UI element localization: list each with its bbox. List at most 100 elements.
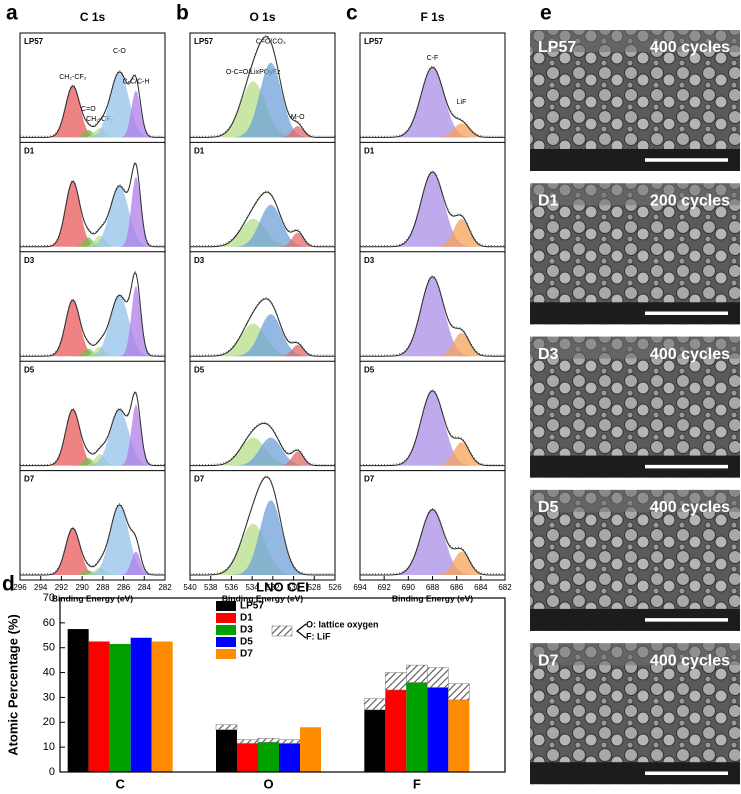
peak-fit — [360, 276, 505, 357]
sem-substrate — [530, 762, 740, 785]
bar — [88, 641, 110, 772]
raw-points — [190, 475, 335, 575]
sample-label: D5 — [364, 365, 375, 374]
sem-image — [530, 30, 740, 171]
envelope — [190, 422, 335, 467]
legend-bracket — [296, 623, 307, 639]
sem-image — [530, 643, 740, 785]
envelope — [20, 271, 165, 357]
peak-label: C=O — [81, 106, 96, 113]
sample-label: LP57 — [194, 37, 214, 46]
x-tick-label: 536 — [225, 583, 239, 592]
x-tick-label: 284 — [138, 583, 152, 592]
x-tick-label: 538 — [204, 583, 218, 592]
x-tick-label: 694 — [353, 583, 367, 592]
envelope — [190, 191, 335, 248]
image-cycles: 400 cycles — [650, 652, 730, 669]
sem-bg — [530, 643, 740, 666]
sample-label: D3 — [194, 256, 205, 265]
x-tick-label: 296 — [13, 583, 27, 592]
plot-frame — [189, 32, 336, 581]
peak-label: O-C=O/LixPOyFz — [226, 69, 281, 76]
legend-label: D7 — [240, 649, 253, 660]
peak-fit — [360, 442, 505, 466]
peak-fit — [360, 123, 505, 138]
peak-fit — [360, 218, 505, 247]
peak-fit — [360, 332, 505, 357]
peak-fit — [190, 126, 335, 138]
x-tick-label: 526 — [328, 583, 342, 592]
y-tick-label: 70 — [43, 592, 55, 604]
raw-points — [190, 35, 335, 137]
peak-label: CH₂-CF₂ — [59, 74, 86, 81]
peak-fit — [360, 390, 505, 466]
bar — [216, 729, 237, 772]
peak-fit — [20, 504, 165, 575]
hatched-bar — [448, 683, 470, 701]
panel-title: F 1s — [420, 10, 444, 24]
image-sample: D3 — [538, 346, 559, 363]
bar — [385, 689, 407, 772]
peak-fit — [20, 348, 165, 357]
bar — [237, 743, 258, 772]
peak-fit — [20, 176, 165, 247]
image-sample: D5 — [538, 499, 559, 516]
hatched-bar — [236, 739, 259, 744]
sem-bg — [530, 30, 740, 52]
peak-fit — [190, 500, 335, 575]
image-sample: D7 — [538, 652, 559, 669]
sample-label: LP57 — [24, 37, 44, 46]
sample-label: D1 — [24, 147, 35, 156]
legend-label: F: LiF — [306, 631, 331, 641]
sample-label: D3 — [24, 256, 35, 265]
bar — [258, 742, 279, 772]
x-tick-label: 532 — [266, 583, 280, 592]
peak-label: C-C/C-H — [123, 79, 150, 86]
peak-fit — [20, 528, 165, 575]
peak-label: M-O — [291, 114, 305, 121]
raw-points — [360, 170, 505, 246]
peak-fit — [20, 235, 165, 247]
legend-swatch — [216, 601, 236, 611]
legend-label: D3 — [240, 625, 253, 636]
x-tick-label: 292 — [55, 583, 69, 592]
x-tick-label: 690 — [402, 583, 416, 592]
envelope — [190, 298, 335, 357]
peak-fit — [360, 67, 505, 138]
legend-swatch — [216, 637, 236, 647]
x-tick-label: 286 — [117, 583, 131, 592]
x-tick-label: C — [115, 776, 125, 791]
y-tick-label: 30 — [43, 691, 55, 703]
peak-fit — [20, 551, 165, 575]
peak-fit — [20, 90, 165, 138]
legend-swatch — [216, 625, 236, 635]
legend-label: D1 — [240, 613, 253, 624]
panel-letter: b — [176, 2, 189, 25]
x-tick-label: F — [413, 776, 421, 791]
x-tick-label: 688 — [426, 583, 440, 592]
peak-label: LiF — [457, 99, 467, 106]
bar — [279, 743, 300, 772]
envelope — [20, 504, 165, 576]
image-cycles: 400 cycles — [650, 499, 730, 516]
sample-label: D5 — [194, 365, 205, 374]
x-tick-label: 530 — [287, 583, 301, 592]
sample-label: D7 — [24, 475, 35, 484]
x-tick-label: 294 — [34, 583, 48, 592]
y-axis-label: Atomic Percentage (%) — [5, 614, 20, 756]
sem-bg — [530, 489, 740, 512]
panel-letter: a — [6, 2, 18, 25]
peak-fit — [20, 129, 165, 138]
image-cycles: 200 cycles — [650, 193, 730, 210]
x-tick-label: 686 — [450, 583, 464, 592]
hatched-bar — [406, 664, 428, 683]
raw-points — [360, 275, 505, 356]
y-tick-label: 20 — [43, 716, 55, 728]
raw-points — [20, 390, 165, 465]
panel-title: O 1s — [249, 10, 275, 24]
hatched-bar — [278, 739, 301, 744]
bar — [130, 637, 152, 772]
chart-title: LNO CEI — [256, 579, 309, 594]
x-tick-label: 684 — [474, 583, 488, 592]
